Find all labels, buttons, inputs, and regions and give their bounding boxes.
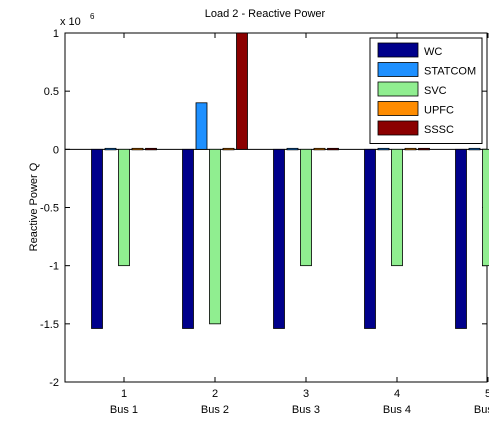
- exponent-base: x 10: [60, 16, 81, 28]
- bar-svc-bus-5: [482, 148, 489, 267]
- bar-upfc-bus-1: [131, 147, 144, 151]
- exponent-power: 6: [90, 12, 95, 21]
- plot-area: -2 -1.5 -1 -0.5 0 0.5 1 1 Bus 1 2 Bus 2 3 Bus 3 4 Bus …: [40, 28, 489, 416]
- x-tick-label: 3: [303, 388, 309, 400]
- bar-statcom-bus-1: [104, 147, 117, 151]
- bar-sssc-bus-3: [327, 147, 339, 151]
- legend-label-statcom: STATCOM: [424, 66, 476, 78]
- y-tick-label: -1.5: [40, 319, 59, 331]
- legend-label-upfc: UPFC: [424, 105, 454, 117]
- bar-wc-bus-3: [273, 148, 285, 329]
- x-category-sublabel: Bus 5: [474, 404, 489, 416]
- legend-swatch-wc: [377, 42, 419, 58]
- x-category-sublabel: Bus 4: [383, 404, 411, 416]
- y-tick-label: 1: [53, 28, 59, 40]
- x-tick-label: 4: [394, 388, 400, 400]
- legend-swatch-sssc: [377, 120, 419, 136]
- bar-statcom-bus-2: [195, 102, 208, 150]
- bar-wc-bus-4: [364, 148, 376, 329]
- y-tick-label: 0.5: [44, 86, 59, 98]
- x-category-sublabel: Bus 1: [110, 404, 138, 416]
- bar-svc-bus-1: [118, 148, 130, 267]
- y-tick-label: -2: [49, 377, 59, 389]
- bar-wc-bus-1: [91, 148, 103, 329]
- y-tick-label: -0.5: [40, 203, 59, 215]
- x-tick-label: 1: [121, 388, 127, 400]
- bar-statcom-bus-4: [377, 147, 390, 151]
- legend-swatch-upfc: [377, 101, 419, 116]
- y-tick-label: 0: [53, 144, 59, 156]
- bar-sssc-bus-1: [145, 147, 157, 151]
- x-category-sublabel: Bus 3: [292, 404, 320, 416]
- legend-label-wc: WC: [424, 46, 442, 58]
- legend-label-sssc: SSSC: [424, 124, 454, 136]
- bar-sssc-bus-2: [236, 32, 248, 150]
- bar-upfc-bus-4: [404, 147, 417, 151]
- x-tick-label: 5: [485, 388, 489, 400]
- x-tick-label: 2: [212, 388, 218, 400]
- bar-svc-bus-3: [300, 148, 312, 267]
- bar-statcom-bus-3: [286, 147, 299, 151]
- bar-sssc-bus-4: [418, 147, 430, 151]
- chart-title: Load 2 - Reactive Power: [205, 8, 326, 20]
- bar-upfc-bus-3: [313, 147, 326, 151]
- legend: WC STATCOM SVC UPFC SSSC: [369, 37, 483, 144]
- bar-wc-bus-2: [182, 148, 194, 329]
- bar-svc-bus-4: [391, 148, 403, 267]
- legend-label-svc: SVC: [424, 85, 447, 97]
- y-tick-label: -1: [49, 261, 59, 273]
- x-category-sublabel: Bus 2: [201, 404, 229, 416]
- exponent-label: x 10 6: [60, 12, 95, 28]
- bar-upfc-bus-2: [222, 147, 235, 151]
- bar-svc-bus-2: [209, 148, 221, 325]
- legend-swatch-statcom: [377, 62, 419, 77]
- legend-swatch-svc: [377, 81, 419, 97]
- bar-wc-bus-5: [455, 148, 467, 329]
- bar-statcom-bus-5: [468, 147, 481, 151]
- y-axis-label: Reactive Power Q: [28, 162, 40, 251]
